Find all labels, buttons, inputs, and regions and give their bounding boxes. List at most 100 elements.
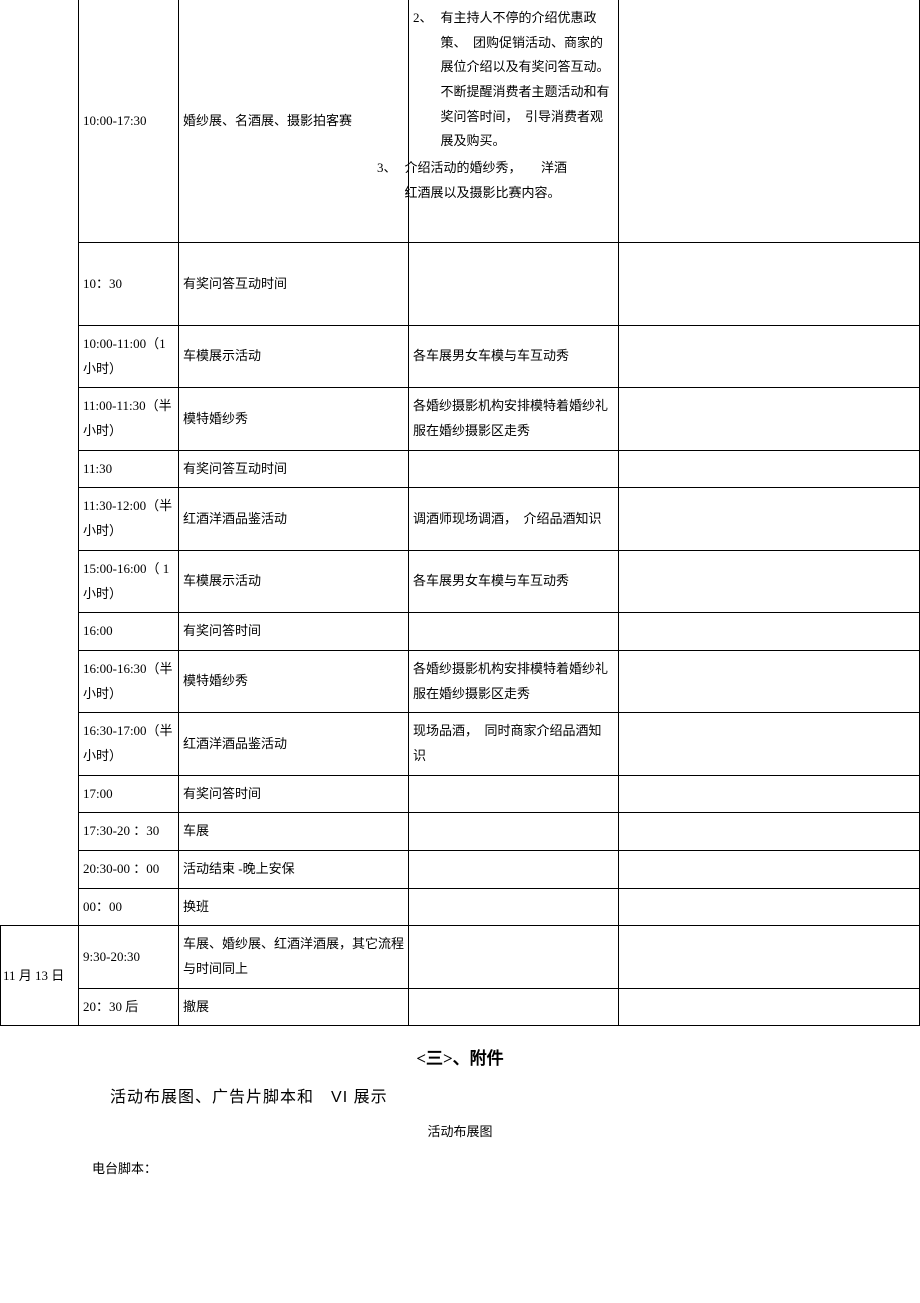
activity-cell: 活动结束 -晚上安保	[179, 851, 409, 889]
remark-cell	[619, 613, 920, 651]
time-text: 15:00-16:00（ 1小时）	[83, 561, 169, 601]
sub-heading-vi: VI 展示	[331, 1089, 388, 1106]
table-row: 10:00-11:00（1 小时） 车模展示活动 各车展男女车模与车互动秀	[1, 326, 920, 388]
time-text: 16:30-17:00（半小时）	[83, 723, 173, 763]
activity-cell: 车展	[179, 813, 409, 851]
desc-cell	[409, 450, 619, 488]
remark-cell	[619, 326, 920, 388]
activity-text: 婚纱展、名酒展、摄影拍客赛	[183, 113, 352, 128]
activity-cell: 车模展示活动	[179, 550, 409, 612]
desc-cell: 各车展男女车模与车互动秀	[409, 326, 619, 388]
activity-text: 有奖问答时间	[183, 623, 261, 638]
activity-cell: 换班	[179, 888, 409, 926]
date-cell	[1, 488, 79, 550]
remark-cell	[619, 775, 920, 813]
activity-text: 有奖问答时间	[183, 786, 261, 801]
activity-cell: 有奖问答互动时间	[179, 243, 409, 326]
activity-cell: 车模展示活动	[179, 326, 409, 388]
time-cell: 17:30-20 ：30	[79, 813, 179, 851]
desc-cell	[409, 851, 619, 889]
remark-cell	[619, 388, 920, 450]
time-cell: 16:00	[79, 613, 179, 651]
time-cell: 16:00-16:30（半小时）	[79, 650, 179, 712]
schedule-table: 10:00-17:30 婚纱展、名酒展、摄影拍客赛 2、 有主持人不停的介绍优惠…	[0, 0, 920, 1026]
date-cell	[1, 813, 79, 851]
table-row: 11:30 有奖问答互动时间	[1, 450, 920, 488]
time-cell: 17:00	[79, 775, 179, 813]
remark-cell	[619, 926, 920, 988]
desc-text: 现场品酒， 同时商家介绍品酒知识	[413, 723, 602, 763]
activity-cell: 婚纱展、名酒展、摄影拍客赛	[179, 0, 409, 243]
list-item: 3、 介绍活动的婚纱秀， 洋酒红酒展以及摄影比赛内容。	[413, 156, 614, 205]
table-row: 20：30 后 撤展	[1, 988, 920, 1026]
activity-cell: 模特婚纱秀	[179, 388, 409, 450]
date-cell	[1, 888, 79, 926]
desc-text: 各婚纱摄影机构安排模特着婚纱礼服在婚纱摄影区走秀	[413, 398, 608, 438]
time-cell: 20:30-00 ：00	[79, 851, 179, 889]
activity-cell: 红酒洋酒品鉴活动	[179, 488, 409, 550]
time-text: 17:30-20 ：30	[83, 823, 159, 838]
desc-cell: 各婚纱摄影机构安排模特着婚纱礼服在婚纱摄影区走秀	[409, 650, 619, 712]
desc-cell: 2、 有主持人不停的介绍优惠政策、 团购促销活动、商家的展位介绍以及有奖问答互动…	[409, 0, 619, 243]
time-text: 20：30 后	[83, 999, 138, 1014]
table-row: 17:30-20 ：30 车展	[1, 813, 920, 851]
activity-text: 车展	[183, 823, 209, 838]
time-text: 10：30	[83, 276, 122, 291]
time-cell: 20：30 后	[79, 988, 179, 1026]
time-text: 11:30-12:00（半小时）	[83, 498, 172, 538]
time-cell: 00：00	[79, 888, 179, 926]
time-text: 11:00-11:30（半小时）	[83, 398, 172, 438]
time-text: 10:00-11:00（1 小时）	[83, 336, 166, 376]
time-cell: 11:30-12:00（半小时）	[79, 488, 179, 550]
layout-title: 活动布展图	[0, 1121, 920, 1140]
desc-cell: 调酒师现场调酒， 介绍品酒知识	[409, 488, 619, 550]
activity-cell: 有奖问答时间	[179, 775, 409, 813]
date-cell	[1, 0, 79, 243]
time-cell: 15:00-16:00（ 1小时）	[79, 550, 179, 612]
table-row: 11 月 13 日 9:30-20:30 车展、婚纱展、红酒洋酒展，其它流程与时…	[1, 926, 920, 988]
activity-cell: 车展、婚纱展、红酒洋酒展，其它流程与时间同上	[179, 926, 409, 988]
time-text: 10:00-17:30	[83, 113, 147, 128]
document-page: 10:00-17:30 婚纱展、名酒展、摄影拍客赛 2、 有主持人不停的介绍优惠…	[0, 0, 920, 1177]
date-cell	[1, 388, 79, 450]
time-cell: 10:00-11:00（1 小时）	[79, 326, 179, 388]
list-num: 2、	[413, 6, 433, 154]
remark-cell	[619, 988, 920, 1026]
desc-cell	[409, 243, 619, 326]
table-row: 16:30-17:00（半小时） 红酒洋酒品鉴活动 现场品酒， 同时商家介绍品酒…	[1, 713, 920, 775]
remark-cell	[619, 813, 920, 851]
date-cell	[1, 326, 79, 388]
time-cell: 9:30-20:30	[79, 926, 179, 988]
remark-cell	[619, 550, 920, 612]
remark-cell	[619, 888, 920, 926]
activity-text: 车模展示活动	[183, 348, 261, 363]
date-cell	[1, 650, 79, 712]
time-cell: 10:00-17:30	[79, 0, 179, 243]
remark-cell	[619, 650, 920, 712]
activity-cell: 有奖问答互动时间	[179, 450, 409, 488]
date-cell	[1, 550, 79, 612]
time-text: 17:00	[83, 786, 113, 801]
activity-cell: 撤展	[179, 988, 409, 1026]
desc-cell	[409, 775, 619, 813]
time-cell: 11:00-11:30（半小时）	[79, 388, 179, 450]
time-text: 11:30	[83, 461, 112, 476]
table-row: 20:30-00 ：00 活动结束 -晚上安保	[1, 851, 920, 889]
desc-cell	[409, 813, 619, 851]
table-row: 11:00-11:30（半小时） 模特婚纱秀 各婚纱摄影机构安排模特着婚纱礼服在…	[1, 388, 920, 450]
activity-text: 车模展示活动	[183, 573, 261, 588]
list-text: 介绍活动的婚纱秀， 洋酒红酒展以及摄影比赛内容。	[397, 156, 578, 205]
desc-cell: 各车展男女车模与车互动秀	[409, 550, 619, 612]
activity-text: 活动结束 -晚上安保	[183, 861, 295, 876]
sub-heading-text: 活动布展图、广告片脚本和	[110, 1089, 331, 1106]
desc-cell: 现场品酒， 同时商家介绍品酒知识	[409, 713, 619, 775]
table-row: 00：00 换班	[1, 888, 920, 926]
date-cell	[1, 450, 79, 488]
activity-text: 模特婚纱秀	[183, 411, 248, 426]
section-heading: <三>、附件	[0, 1044, 920, 1069]
remark-cell	[619, 450, 920, 488]
date-cell	[1, 775, 79, 813]
date-text: 11 月 13 日	[3, 968, 64, 983]
time-text: 20:30-00 ：00	[83, 861, 159, 876]
date-cell	[1, 613, 79, 651]
